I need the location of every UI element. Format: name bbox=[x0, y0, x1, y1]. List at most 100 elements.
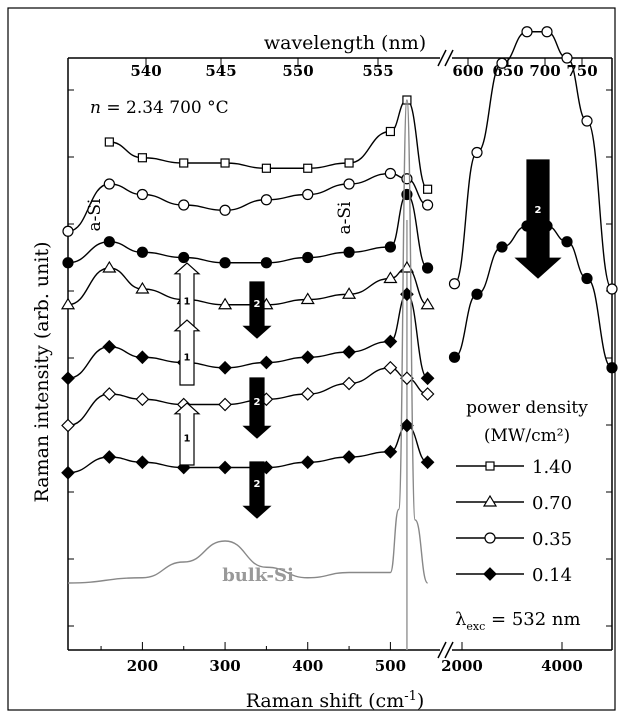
filled-diamond-marker bbox=[61, 465, 75, 480]
square-marker bbox=[137, 153, 147, 163]
filled-diamond-marker bbox=[483, 567, 497, 581]
open-circle-marker bbox=[581, 115, 593, 127]
series-left-7 bbox=[67, 99, 429, 584]
open-circle-marker bbox=[422, 199, 434, 211]
square-marker bbox=[104, 137, 114, 147]
arrow-label: 2 bbox=[254, 397, 261, 408]
lambda-value: = 532 nm bbox=[485, 609, 580, 630]
series-left-2 bbox=[62, 188, 434, 274]
filled-diamond-marker bbox=[102, 450, 117, 464]
bottom-tick-label: 300 bbox=[209, 657, 240, 675]
filled-diamond-marker bbox=[218, 460, 232, 475]
axis-break-mark bbox=[444, 641, 454, 659]
filled-circle-marker bbox=[561, 236, 573, 248]
peak-label-asi-2: a-Si bbox=[335, 201, 355, 235]
series-line bbox=[67, 172, 428, 232]
open-circle-marker bbox=[260, 194, 272, 206]
filled-diamond-marker bbox=[420, 371, 435, 386]
text-layer: wavelength (nm) Raman intensity (arb. un… bbox=[31, 32, 588, 712]
arrow-down-big: 2 bbox=[514, 159, 562, 279]
arrow-label: 1 bbox=[184, 352, 191, 363]
filled-diamond-marker bbox=[135, 455, 150, 470]
filled-circle-marker bbox=[471, 288, 483, 300]
bottom-axis-label: Raman shift (cm-1) bbox=[246, 689, 425, 712]
open-circle-marker bbox=[606, 283, 618, 295]
filled-circle-marker bbox=[62, 257, 74, 269]
series-line bbox=[67, 293, 429, 379]
square-marker bbox=[485, 461, 495, 471]
filled-diamond-marker bbox=[259, 355, 274, 370]
top-tick-label: 545 bbox=[205, 62, 236, 80]
series-left-5 bbox=[61, 360, 435, 433]
top-tick-label-right: 700 bbox=[529, 62, 560, 80]
bottom-tick-label: 500 bbox=[375, 657, 406, 675]
filled-circle-marker bbox=[384, 241, 396, 253]
open-diamond-marker bbox=[420, 387, 435, 401]
triangle-marker bbox=[342, 287, 357, 299]
square-marker bbox=[303, 163, 313, 173]
open-circle-marker bbox=[541, 26, 553, 38]
series-left-4 bbox=[61, 287, 435, 386]
bottom-tick-label-right: 2000 bbox=[441, 657, 483, 675]
square-marker bbox=[423, 184, 433, 194]
triangle-marker bbox=[420, 297, 435, 310]
top-tick-label: 540 bbox=[130, 62, 161, 80]
lambda-label: λexc = 532 nm bbox=[455, 609, 581, 633]
filled-diamond-marker bbox=[420, 455, 435, 470]
up-arrow-icon bbox=[173, 402, 201, 466]
top-tick-label-right: 750 bbox=[566, 62, 597, 80]
arrow-up-2: 1 bbox=[173, 319, 201, 386]
arrow-down-2: 2 bbox=[242, 377, 272, 439]
top-tick-label-right: 600 bbox=[452, 62, 483, 80]
triangle-marker bbox=[300, 292, 315, 305]
series-line bbox=[67, 193, 428, 269]
arrow-label: 2 bbox=[535, 205, 542, 216]
legend-label: 0.35 bbox=[532, 529, 572, 550]
series-layer bbox=[60, 26, 618, 584]
arrow-up-3: 1 bbox=[173, 402, 201, 466]
open-circle-marker bbox=[471, 146, 483, 159]
filled-diamond-marker bbox=[342, 345, 356, 359]
filled-circle-marker bbox=[103, 236, 115, 248]
bottom-axis-label-main: Raman shift (cm bbox=[246, 690, 405, 712]
triangle-marker bbox=[60, 297, 76, 310]
open-diamond-marker bbox=[400, 371, 414, 386]
peak-label-asi-1: a-Si bbox=[85, 198, 105, 232]
filled-circle-marker bbox=[422, 262, 434, 274]
filled-circle-marker bbox=[219, 257, 231, 269]
square-marker bbox=[220, 158, 230, 168]
arrow-label: 1 bbox=[184, 433, 191, 444]
filled-circle-marker bbox=[343, 246, 355, 258]
axis-break-mark bbox=[437, 49, 447, 67]
filled-circle-marker bbox=[581, 272, 593, 285]
open-circle-marker bbox=[136, 188, 148, 201]
arrow-label: 2 bbox=[254, 479, 261, 490]
top-tick-label: 550 bbox=[282, 62, 313, 80]
open-circle-marker bbox=[448, 278, 461, 290]
up-arrow-icon bbox=[173, 262, 201, 331]
condition-rest: = 2.34 700 °C bbox=[101, 98, 229, 118]
open-diamond-marker bbox=[135, 392, 150, 407]
filled-diamond-marker bbox=[102, 339, 117, 354]
legend-entry-2: 0.35 bbox=[456, 529, 572, 550]
open-diamond-marker bbox=[300, 387, 315, 401]
filled-circle-marker bbox=[260, 257, 272, 269]
series-left-0 bbox=[104, 95, 433, 194]
series-right-0 bbox=[448, 26, 618, 295]
open-circle-marker bbox=[496, 57, 508, 69]
series-line bbox=[67, 267, 428, 306]
arrow-up-1: 1 bbox=[173, 262, 201, 331]
open-circle-marker bbox=[178, 199, 190, 211]
legend-title-2: (MW/cm²) bbox=[484, 426, 570, 446]
down-arrow-icon bbox=[242, 281, 272, 339]
arrows: 1 1 1 2 2 2 2 bbox=[173, 159, 562, 519]
outer-border bbox=[7, 7, 616, 711]
open-diamond-marker bbox=[218, 397, 232, 412]
bottom-tick-label: 400 bbox=[292, 657, 323, 675]
legend-label: 0.14 bbox=[532, 565, 572, 586]
lambda-sub: exc bbox=[466, 620, 485, 633]
bottom-axis-label-sup: -1 bbox=[404, 689, 417, 704]
legend-entry-1: 0.70 bbox=[456, 493, 572, 514]
